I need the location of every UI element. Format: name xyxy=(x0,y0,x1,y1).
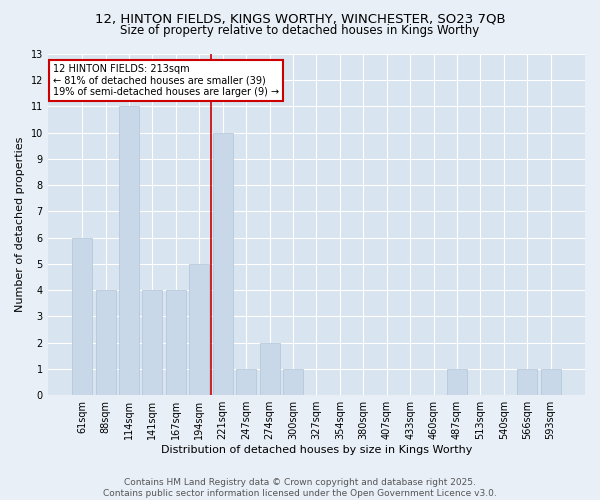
Bar xyxy=(72,238,92,395)
Bar xyxy=(283,369,303,395)
Bar xyxy=(142,290,163,395)
Bar xyxy=(260,342,280,395)
Bar xyxy=(119,106,139,395)
X-axis label: Distribution of detached houses by size in Kings Worthy: Distribution of detached houses by size … xyxy=(161,445,472,455)
Bar xyxy=(541,369,560,395)
Bar xyxy=(190,264,209,395)
Bar xyxy=(517,369,537,395)
Bar xyxy=(236,369,256,395)
Bar xyxy=(213,132,233,395)
Bar xyxy=(166,290,186,395)
Text: 12 HINTON FIELDS: 213sqm
← 81% of detached houses are smaller (39)
19% of semi-d: 12 HINTON FIELDS: 213sqm ← 81% of detach… xyxy=(53,64,279,98)
Bar xyxy=(447,369,467,395)
Text: Contains HM Land Registry data © Crown copyright and database right 2025.
Contai: Contains HM Land Registry data © Crown c… xyxy=(103,478,497,498)
Bar xyxy=(95,290,116,395)
Y-axis label: Number of detached properties: Number of detached properties xyxy=(15,137,25,312)
Text: 12, HINTON FIELDS, KINGS WORTHY, WINCHESTER, SO23 7QB: 12, HINTON FIELDS, KINGS WORTHY, WINCHES… xyxy=(95,12,505,26)
Text: Size of property relative to detached houses in Kings Worthy: Size of property relative to detached ho… xyxy=(121,24,479,37)
